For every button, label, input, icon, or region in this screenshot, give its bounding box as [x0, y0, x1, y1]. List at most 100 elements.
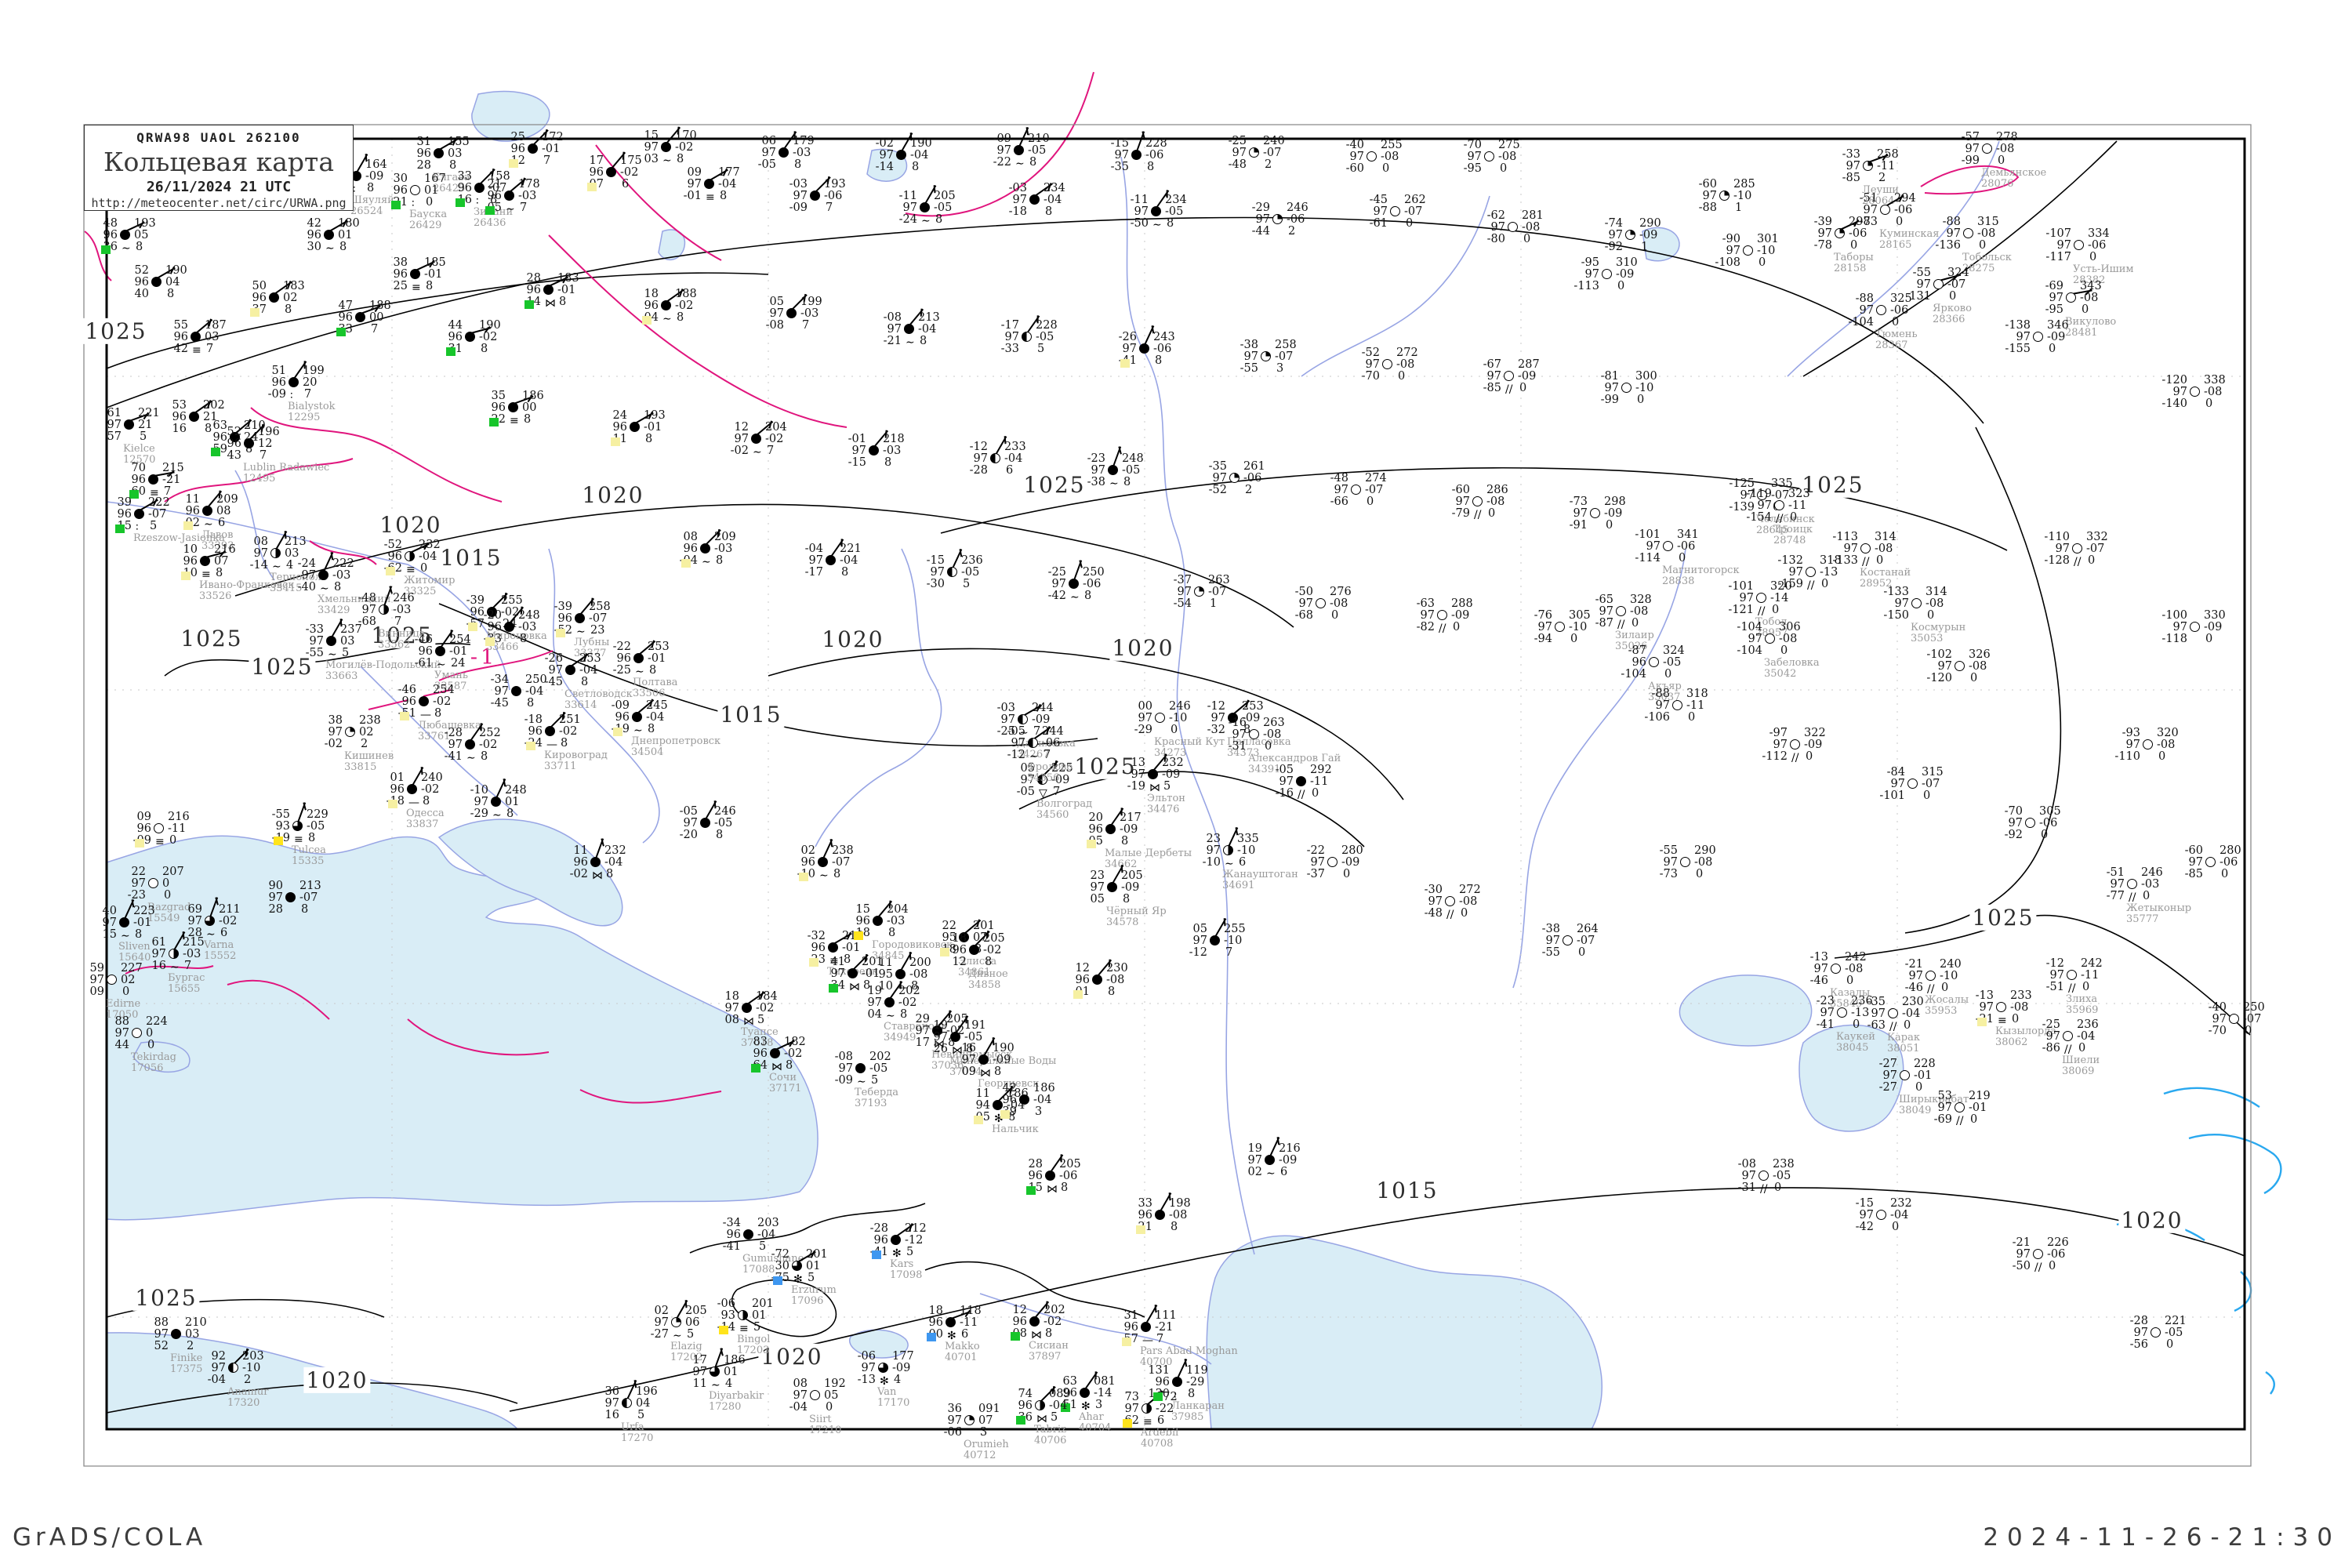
- station-value-tr: 218: [883, 433, 905, 445]
- station-value-br: 0: [1806, 750, 1813, 763]
- cloud-cover-circle: [326, 636, 336, 646]
- station-value-ml: 97: [1890, 778, 1905, 790]
- isotherm-line: [227, 979, 330, 1020]
- station-value-tr: 205: [983, 932, 1005, 945]
- station-value-tr: 228: [1036, 319, 1058, 332]
- station-value-br: 0: [1679, 552, 1686, 564]
- station-value-bl: -40: [297, 581, 316, 593]
- cloud-cover-circle: [779, 147, 789, 158]
- cloud-cover-circle: [1249, 729, 1259, 739]
- station-value-tl: 02: [800, 844, 815, 857]
- station-name-label: Van 17170: [877, 1386, 910, 1409]
- cloud-cover-circle: [1504, 371, 1514, 381]
- isobar-label: 1015: [1374, 1177, 1441, 1203]
- isobar-label: 1020: [819, 626, 887, 652]
- station-value-bl: -117: [2045, 251, 2071, 263]
- station-value-sym: ∶: [412, 198, 415, 210]
- station-value-bl: -60: [1345, 162, 1364, 175]
- station-value-ml: 96: [615, 711, 630, 724]
- station-value-sym: ✻: [892, 1247, 902, 1260]
- station-value-tr: 229: [307, 808, 328, 821]
- station-value-mr: -01: [648, 652, 666, 665]
- station-value-ml: 97: [973, 452, 988, 465]
- cloud-cover-circle: [1045, 1171, 1055, 1181]
- station-value-mr: -11: [2081, 969, 2100, 982]
- station-value-br: 8: [449, 159, 457, 172]
- isobar-label: 1025: [1072, 753, 1139, 779]
- station-value-ml: 96: [457, 182, 472, 194]
- station-value-tr: 211: [219, 903, 241, 916]
- station-value-sym: ∼: [662, 154, 672, 167]
- title-box: QRWA98 UAOL 262100 Кольцевая карта 26/11…: [84, 125, 354, 211]
- station-value-ml: 96: [510, 143, 525, 155]
- station-value-tr: 216: [1279, 1142, 1301, 1155]
- cloud-cover-circle: [543, 285, 554, 295]
- station-value-tr: 246: [714, 805, 736, 818]
- station-value-tl: -30: [1424, 884, 1443, 896]
- station-value-tl: 88: [154, 1316, 169, 1329]
- station-value-tl: -34: [722, 1217, 741, 1229]
- cloud-cover-circle: [630, 422, 640, 432]
- station-value-mr: 07: [978, 1414, 993, 1427]
- station-value-ml: 97: [683, 817, 698, 829]
- station-value-bl: -92: [2004, 829, 2023, 841]
- station-value-bl: -24: [898, 213, 917, 226]
- station-value-sym: //: [1776, 513, 1784, 525]
- station-value-sym: ∶: [136, 521, 139, 534]
- cloud-cover-circle: [969, 945, 979, 955]
- station-name-label: Kielce 12570: [123, 443, 156, 466]
- station-value-tl: 00: [1138, 700, 1152, 713]
- station-value-tl: -60: [2184, 844, 2203, 857]
- cloud-cover-circle: [633, 653, 644, 663]
- isobar-line: [1018, 771, 1365, 848]
- station-value-ml: 96: [528, 725, 543, 738]
- station-value-tr: 240: [1940, 958, 1962, 971]
- precip-square: [485, 206, 495, 215]
- station-value-ml: 95: [878, 968, 893, 981]
- station-value-mr: -02: [756, 1002, 775, 1014]
- precip-square: [101, 245, 111, 254]
- station-value-tl: 33: [457, 170, 472, 183]
- isobar-label: 1015: [717, 701, 785, 728]
- station-value-br: 0: [1876, 554, 1884, 567]
- station-value-bl: 16: [172, 423, 187, 435]
- station-value-ml: 97: [2125, 739, 2140, 751]
- cloud-cover-circle: [202, 506, 212, 516]
- station-value-mr: -09: [1604, 507, 1623, 520]
- station-value-mr: -05: [1028, 144, 1047, 157]
- cloud-cover-circle: [661, 300, 671, 310]
- station-value-bl: -29: [1134, 724, 1152, 736]
- station-value-br: 0: [1488, 507, 1496, 520]
- station-value-tl: 21: [487, 178, 502, 191]
- station-value-ml: 97: [734, 433, 749, 445]
- station-value-sym: //: [1617, 619, 1625, 631]
- cloud-cover-circle: [964, 1415, 975, 1425]
- station-value-ml: 96: [1155, 1376, 1170, 1388]
- station-value-tr: 091: [978, 1403, 1000, 1415]
- cloud-cover-circle: [959, 932, 969, 942]
- station-value-tr: 272: [1396, 347, 1418, 359]
- station-name-label: Сисиан 37897: [1029, 1340, 1069, 1363]
- cloud-cover-circle: [1141, 1322, 1151, 1332]
- station-value-tr: 253: [1242, 700, 1264, 713]
- station-value-bl: -15: [848, 456, 866, 469]
- station-value-ml: 97: [448, 739, 463, 751]
- station-value-ml: 97: [151, 948, 166, 960]
- station-value-tl: -15: [1110, 137, 1129, 150]
- station-value-bl: 03: [644, 153, 659, 165]
- station-value-br: 8: [245, 443, 253, 456]
- station-value-tr: 341: [1677, 528, 1699, 541]
- station-value-tr: 213: [299, 880, 321, 892]
- station-value-br: 0: [1923, 789, 1931, 802]
- station-name-label: Ardebil 40708: [1141, 1427, 1179, 1450]
- station-value-mr: -08: [1522, 221, 1541, 234]
- cloud-cover-circle: [1028, 738, 1038, 748]
- station-name-label: Tabriz 40706: [1034, 1424, 1067, 1446]
- precip-square: [1122, 1338, 1131, 1346]
- station-value-mr: 07: [214, 555, 229, 568]
- water-body: [1642, 227, 1680, 262]
- cloud-cover-circle: [878, 1363, 888, 1373]
- station-value-tl: 19: [1247, 1142, 1262, 1155]
- station-value-tr: 258: [1877, 148, 1899, 161]
- station-value-br: 0: [426, 196, 434, 209]
